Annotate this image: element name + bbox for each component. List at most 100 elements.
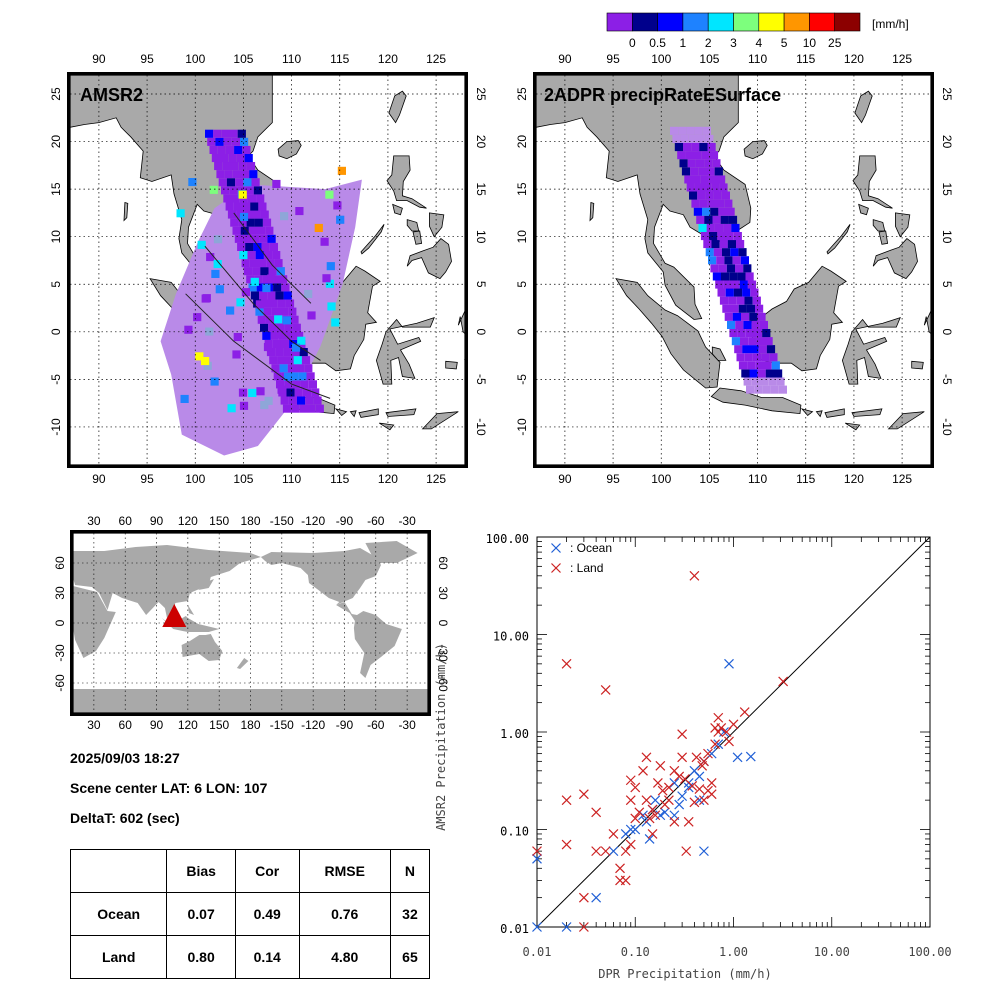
scatter-legend: : Ocean : Land [551,541,612,575]
precip-cell [240,137,249,146]
precip-cell [269,356,278,365]
ocean-point [694,795,705,806]
precip-cell [241,170,250,179]
ocean-point [706,748,717,759]
land-point [657,785,668,796]
precip-cell [273,283,282,292]
land-point [778,676,789,687]
map-lon-label-top: 110 [748,52,767,66]
precip-cell [737,329,746,338]
land-java [710,387,802,415]
precip-cell [251,234,260,243]
map-lon-label-top: 120 [844,52,864,66]
precip-cell [722,304,731,313]
map-lon-label-bottom: 100 [651,472,671,486]
precip-cell [702,126,711,135]
precip-cell [291,348,300,357]
precip-cell [326,262,335,271]
precip-cell [755,304,764,313]
globe-lat-label-left: 60 [53,556,67,570]
colorbar-tick-label: 2 [705,36,712,50]
precip-cell [686,126,695,135]
precip-cell [195,352,204,361]
precip-cell [252,210,261,219]
precip-cell [290,315,299,324]
precip-cell [243,178,252,187]
precip-cell [250,291,259,300]
precip-cell [246,162,256,171]
ocean-point [591,892,602,903]
precip-cell [732,312,741,321]
map-lat-label-left: 20 [49,135,63,149]
precip-cell [714,167,723,176]
precip-cell [724,312,733,321]
precip-cell [257,226,266,235]
precip-cell [286,331,295,340]
land-point [663,795,674,806]
precip-cell [707,143,716,152]
colorbar-swatch [733,12,760,32]
precip-cell [749,312,758,321]
precip-cell [275,348,284,357]
precip-cell [244,210,253,219]
precip-cell [272,251,281,260]
land-point [630,782,641,793]
precip-cell [220,154,229,163]
precip-cell [243,234,252,243]
precip-cell [247,251,256,260]
precip-cell [740,337,749,346]
stats-row-ocean: Ocean 0.07 0.49 0.76 32 [69,892,431,936]
precip-cell [260,401,269,410]
precip-cell [683,143,692,152]
globe-lat-label-right: 0 [436,620,450,627]
precip-cell [695,159,705,168]
land-samar [895,212,911,238]
scene-datetime: 2025/09/03 18:27 [70,750,180,766]
map-lat-label-left: -10 [49,418,63,436]
precip-cell [253,186,262,195]
land-point [600,685,611,695]
ocean-point [677,791,688,802]
map-lon-label-bottom: 105 [233,472,253,486]
map-lat-label-left: 10 [49,230,63,244]
land-sumbawa [824,408,845,418]
precip-cell [256,283,265,292]
precip-cell [740,256,749,265]
precip-cell [213,129,222,138]
land-point [694,784,705,794]
land-panay [872,219,886,232]
land-sumba [379,422,395,431]
precip-cell [214,162,223,171]
precip-cell [279,275,288,284]
precip-cell [743,264,752,273]
precip-cell [260,210,269,219]
map-lon-label-bottom: 120 [844,472,864,486]
ocean-point [674,799,685,810]
precip-cell [269,299,278,308]
precip-cell [244,154,253,163]
precip-cell [250,277,259,286]
precip-cell [277,356,286,365]
precip-cell [708,175,717,184]
land-point [724,736,734,747]
map-lon-label-top: 105 [699,52,719,66]
precip-cell [243,267,253,276]
precip-cell [741,312,750,321]
globe-lon-label-top: -120 [301,514,325,528]
precip-cell [674,143,683,152]
land-point [641,752,652,763]
map-lat-label-left: 15 [49,182,63,196]
precip-cell [263,307,272,316]
globe-lon-label-bottom: -90 [336,718,354,732]
precip-cell [255,300,264,309]
map-lat-label-right: 0 [940,328,954,335]
precip-cell [763,361,772,370]
precip-cell [694,183,703,192]
precip-cell [715,280,724,289]
precip-cell [241,288,250,297]
map-lat-label-left: 5 [49,281,63,288]
precip-cell [205,327,214,336]
land-timor [421,411,459,430]
colorbar-swatch [834,12,861,32]
map-lat-label-right: 15 [474,182,488,196]
